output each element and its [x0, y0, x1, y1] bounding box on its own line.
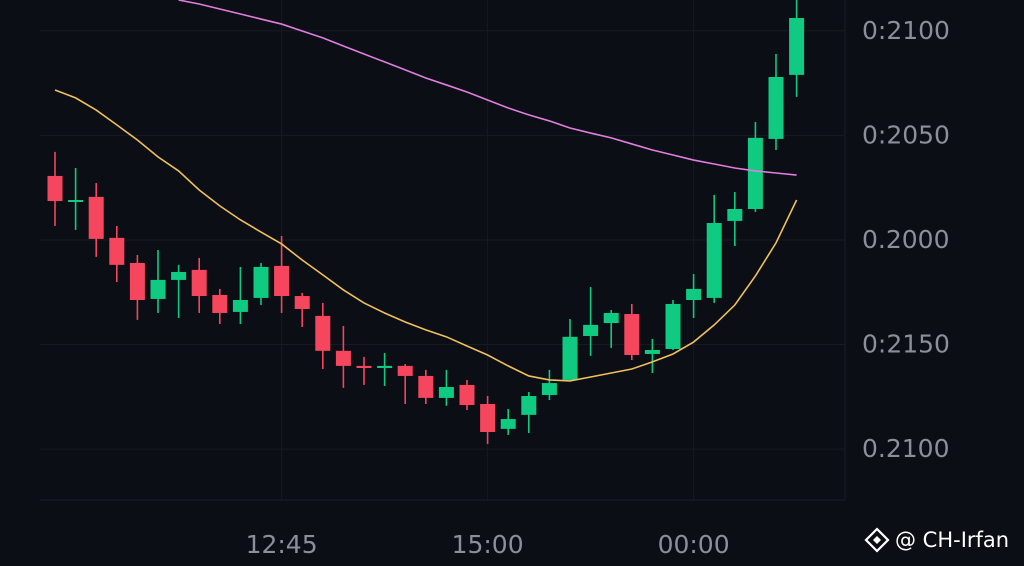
candle-body [335, 350, 351, 366]
y-tick-label: 0.2100 [862, 434, 949, 463]
candle-body [253, 266, 269, 298]
candle-body [418, 375, 434, 398]
moving-average-line [178, 0, 797, 176]
candle-body [191, 269, 207, 297]
candle-body [603, 312, 619, 324]
candle-body [789, 17, 805, 75]
candle-body [583, 324, 599, 336]
y-tick-label: 0:2150 [862, 330, 950, 359]
candle-body [541, 383, 557, 395]
candle-body [521, 396, 537, 415]
candle-body [129, 262, 145, 300]
y-tick-label: 0:2100 [862, 16, 950, 45]
candle-body [47, 175, 63, 202]
x-tick-label: 00:00 [658, 530, 730, 559]
x-tick-label: 12:45 [246, 530, 318, 559]
candle-body [768, 76, 784, 139]
candle-body [480, 403, 496, 433]
candle-body [68, 200, 84, 202]
candle-body [562, 336, 578, 380]
moving-average-line [54, 89, 798, 382]
candle-body [232, 300, 248, 312]
candle-body [315, 315, 331, 351]
candle-body [438, 387, 454, 398]
candle-body [459, 384, 475, 406]
candle-body [747, 137, 763, 209]
grid [40, 0, 845, 500]
y-tick-label: 0:2050 [862, 120, 950, 149]
candle-body [644, 350, 660, 354]
candle-body [686, 288, 702, 300]
watermark: @ CH-Irfan [895, 528, 1009, 552]
candle-body [294, 296, 310, 309]
candles [47, 0, 805, 444]
candle-body [150, 279, 166, 299]
candle-body [665, 303, 681, 349]
candle-body [624, 314, 640, 356]
candle-body [109, 237, 125, 265]
candle-body [377, 365, 393, 368]
watermark-icon [864, 527, 890, 553]
candle-body [500, 419, 516, 429]
candle-body [212, 294, 228, 313]
candle-body [356, 365, 372, 368]
x-tick-label: 15:00 [452, 530, 524, 559]
candle-body [274, 265, 290, 297]
candle-body [706, 223, 722, 298]
y-tick-label: 0.2000 [862, 225, 949, 254]
candle-body [397, 365, 413, 376]
candle-body [727, 208, 743, 221]
candle-body [88, 196, 104, 239]
candle-body [171, 271, 187, 280]
